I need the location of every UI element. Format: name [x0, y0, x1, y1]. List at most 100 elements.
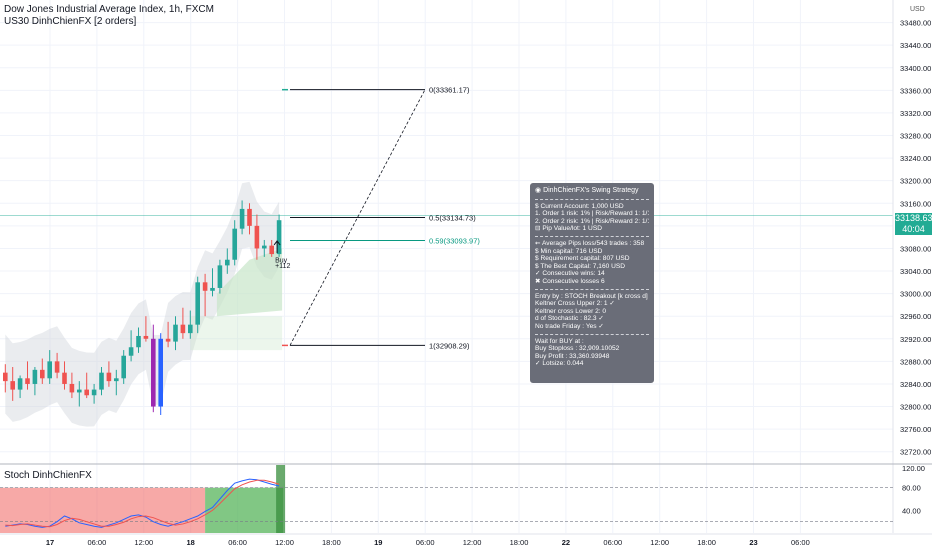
candle-body: [276, 220, 282, 255]
candle-body: [269, 245, 274, 255]
panel-title: DinhChienFX's Swing Strategy: [543, 187, 639, 194]
candle-body: [32, 369, 38, 384]
price-tick-label: 33160.00: [900, 199, 931, 208]
grid-lines: [0, 0, 893, 533]
info-line: No trade Friday : Yes ✓: [535, 322, 604, 330]
time-tick-label: 06:00: [416, 538, 435, 547]
info-line: 2. Order 2 risk: 1% | Risk/Reward 2: 1/1…: [535, 217, 649, 225]
info-line: $ Current Account: 1,000 USD: [535, 202, 624, 210]
candle-body: [217, 265, 223, 288]
candle-body: [40, 369, 45, 379]
divider: [535, 198, 649, 200]
price-tick-label: 33000.00: [900, 290, 931, 299]
info-line: Buy Profit : 33,360.93948: [535, 352, 610, 360]
price-tick-label: 32960.00: [900, 312, 931, 321]
current-price-tag: 33138.63 40:04: [895, 213, 932, 235]
take-profit-area: [216, 248, 283, 317]
price-tick-label: 32920.00: [900, 335, 931, 344]
candle-body: [128, 347, 134, 356]
price-tick-label: 33400.00: [900, 64, 931, 73]
candle-body: [225, 259, 230, 266]
price-tick-label: 33480.00: [900, 19, 931, 28]
time-tick-label: 12:00: [275, 538, 294, 547]
time-tick-label: 18:00: [697, 538, 716, 547]
info-line: Keltner Cross Upper 2: 1 ✓: [535, 300, 615, 308]
info-line: $ The Best Capital: 7,160 USD: [535, 262, 626, 270]
price-tick-label: 32800.00: [900, 403, 931, 412]
candle-body: [262, 245, 267, 249]
candle-body: [165, 338, 171, 342]
info-line: ✓ Consecutive wins: 14: [535, 270, 605, 278]
candle-body: [91, 389, 97, 396]
divider: [535, 235, 649, 237]
time-tick-label: 12:00: [463, 538, 482, 547]
current-price: 33138.63: [895, 213, 932, 223]
price-tick-label: 33320.00: [900, 109, 931, 118]
candle-body: [121, 355, 126, 379]
info-line: $ Requirement capital: 807 USD: [535, 255, 630, 263]
candle-body: [25, 378, 30, 384]
info-line: ⊟ Pip Value/lot: 1 USD: [535, 225, 602, 233]
info-line: Wait for BUY at :: [535, 337, 584, 345]
stoch-indicator-title[interactable]: Stoch DinhChienFX: [4, 470, 92, 481]
time-tick-label: 22: [562, 538, 570, 547]
candle-body: [188, 324, 193, 334]
candle-body: [3, 372, 8, 382]
indicator-title[interactable]: US30 DinhChienFX [2 orders]: [4, 16, 137, 27]
buy-arrow-icon: [273, 240, 281, 253]
candle-body: [173, 324, 178, 342]
currency-label: USD: [910, 6, 925, 13]
divider: [535, 333, 649, 335]
symbol-title[interactable]: Dow Jones Industrial Average Index, 1h, …: [4, 4, 214, 15]
info-line: Keltner cross Lower 2: 0: [535, 307, 607, 315]
fib-level-label: 1(32908.29): [429, 341, 470, 350]
price-tick-label: 33280.00: [900, 132, 931, 141]
fib-level-label: 0.5(33134.73): [429, 214, 476, 223]
candle-body: [114, 378, 119, 382]
price-tick-label: 33200.00: [900, 177, 931, 186]
price-tick-label: 33360.00: [900, 86, 931, 95]
price-tick-label: 33080.00: [900, 244, 931, 253]
info-line: ✓ Lotsize: 0.044: [535, 360, 584, 368]
candles: [3, 200, 282, 416]
candle-body: [17, 378, 23, 390]
price-tick-label: 32880.00: [900, 357, 931, 366]
time-tick-label: 06:00: [791, 538, 810, 547]
candle-body: [210, 287, 215, 291]
candle-body: [202, 282, 208, 291]
info-line: Buy Stoploss : 32,909.10052: [535, 345, 620, 353]
info-line: Entry by : STOCH Breakout [k cross d]: [535, 292, 648, 300]
stoch-bullish-zone: [205, 487, 284, 533]
price-tick-label: 33440.00: [900, 41, 931, 50]
time-tick-label: 23: [749, 538, 757, 547]
stoch-signal-bar: [276, 465, 286, 533]
fib-trend-line: [289, 89, 426, 346]
candle-body: [54, 361, 60, 373]
candle-body: [232, 228, 237, 260]
time-tick-label: 19: [374, 538, 382, 547]
time-tick-label: 12:00: [650, 538, 669, 547]
buy-signal-label: Buy: [275, 258, 288, 265]
price-axis: 33480.00 33440.00 33400.00 33360.00 33320.00…: [892, 0, 931, 533]
candle-body: [180, 324, 186, 334]
info-line: ✖ Consecutive losses 6: [535, 277, 605, 285]
stoch-tick-label: 120.00: [902, 464, 925, 473]
price-tick-label: 33040.00: [900, 267, 931, 276]
time-tick-label: 17: [46, 538, 54, 547]
stoch-tick-label: 80.00: [902, 484, 921, 493]
strategy-icon: ◉: [535, 187, 544, 194]
candle-body: [69, 383, 75, 393]
time-tick-label: 06:00: [228, 538, 247, 547]
buy-signal-value: +112: [275, 263, 290, 270]
candle-body: [158, 338, 163, 407]
price-tick-label: 32840.00: [900, 380, 931, 389]
candle-body: [239, 208, 245, 229]
time-tick-label: 06:00: [603, 538, 622, 547]
candle-body: [254, 225, 260, 249]
candle-body: [151, 338, 156, 407]
candle-body: [195, 282, 200, 325]
candle-body: [84, 389, 89, 396]
info-line: ⇜ Average Pips loss/543 trades : 358: [535, 239, 645, 247]
